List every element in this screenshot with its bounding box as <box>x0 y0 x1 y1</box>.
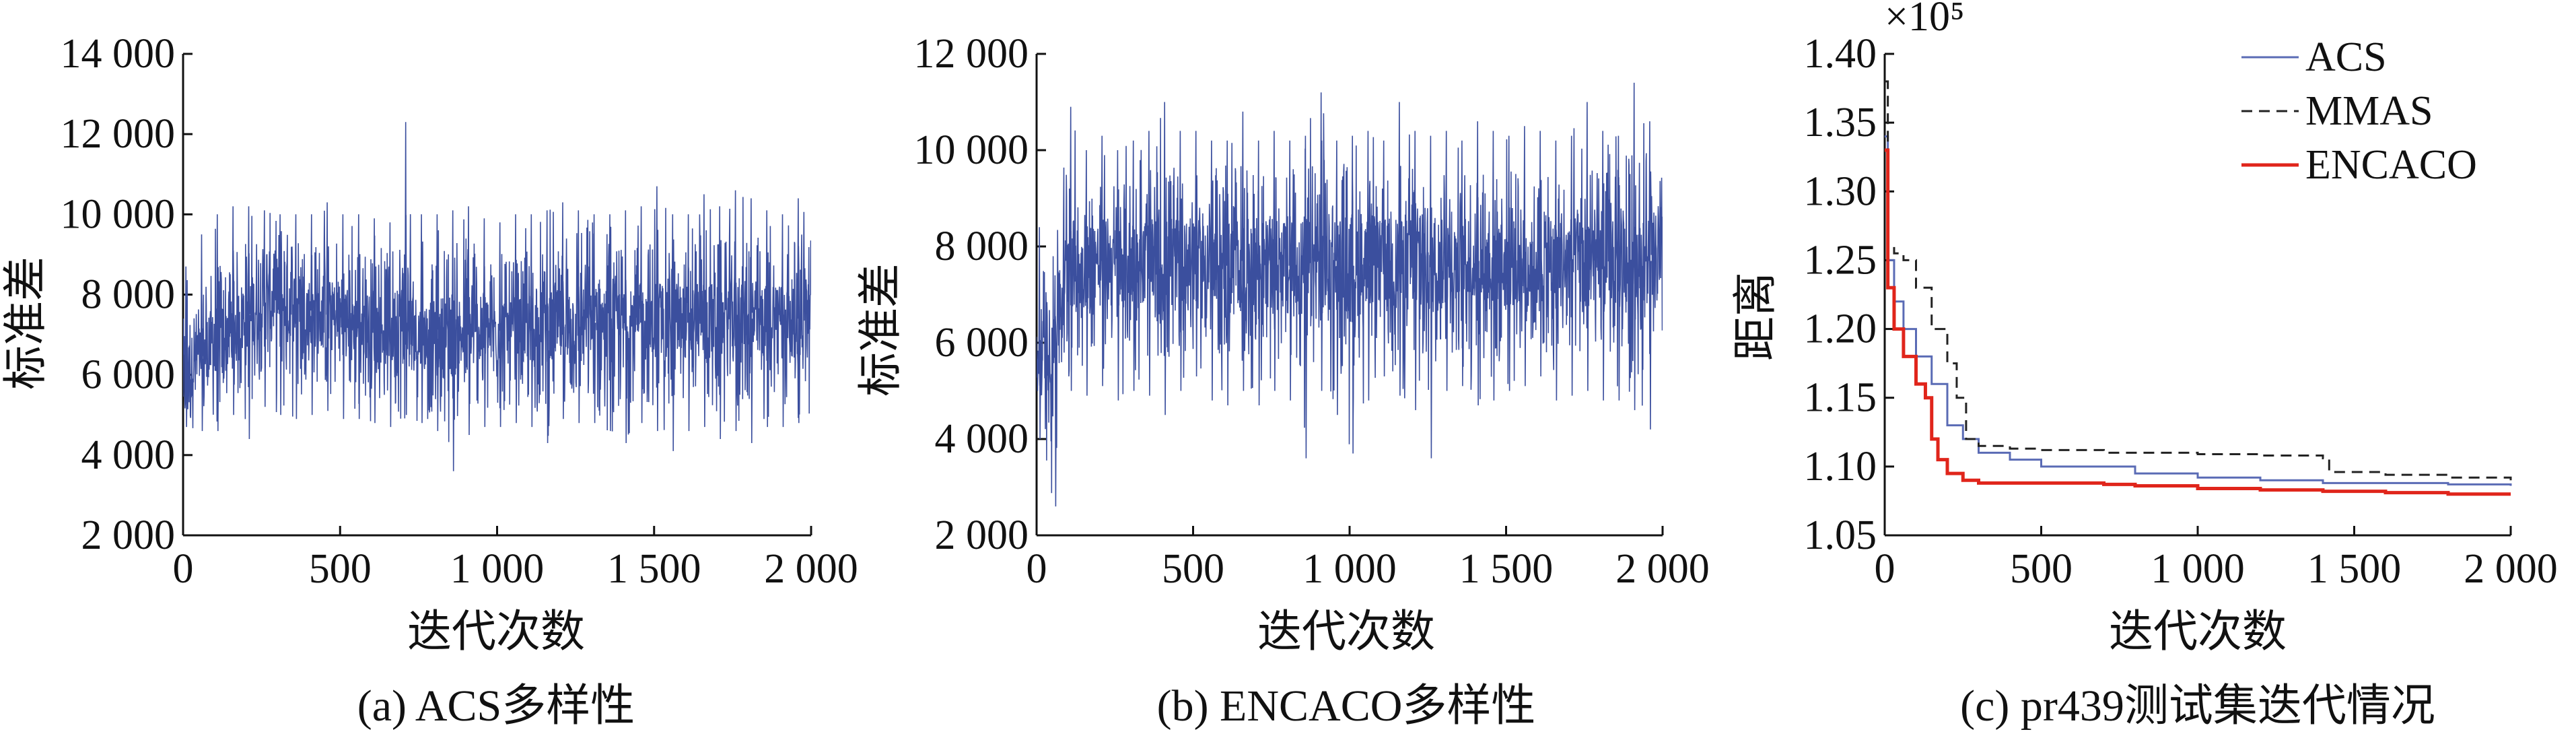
y-tick-label: 1.20 <box>1804 306 1877 352</box>
panel-c-caption: (c) pr439测试集迭代情况 <box>1960 681 2435 731</box>
series-line-mmas <box>1885 80 2512 481</box>
x-tick-label: 1 000 <box>2151 546 2245 592</box>
panel-a: 标准差 迭代次数 (a) ACS多样性 <box>1 257 635 731</box>
legend-label-acs: ACS <box>2305 34 2387 80</box>
y-tick-label: 4 000 <box>935 416 1029 462</box>
panel-b-ylabel: 标准差 <box>856 263 905 397</box>
panel-c-xlabel: 迭代次数 <box>2109 607 2287 657</box>
series-line-acs <box>1885 135 2512 486</box>
y-tick-label: 1.25 <box>1804 237 1877 283</box>
y-tick-label: 4 000 <box>81 432 176 478</box>
plot-a: 2 000 4 000 6 000 8 000 10 000 12 000 14 000 0 5… <box>61 31 858 592</box>
y-tick-label: 1.40 <box>1804 31 1877 77</box>
y-tick-label: 10 000 <box>61 191 176 237</box>
y-tick-label: 10 000 <box>914 127 1029 173</box>
y-tick-label: 2 000 <box>935 512 1029 558</box>
y-tick-label: 8 000 <box>81 272 176 318</box>
x-tick-label: 2 000 <box>764 546 858 592</box>
panel-a-xlabel: 迭代次数 <box>407 607 585 657</box>
series-line <box>1037 82 1663 507</box>
plot-c: 1.05 1.10 1.15 1.20 1.25 1.30 1.35 1.40 0 500 1 00… <box>1804 31 2558 592</box>
panel-b-xlabel: 迭代次数 <box>1257 607 1435 657</box>
y-tick-label: 12 000 <box>61 111 176 157</box>
x-tick-label: 1 500 <box>1459 546 1554 592</box>
panel-c: 距离 迭代次数 (c) pr439测试集迭代情况 ×10⁵ <box>1731 0 2435 731</box>
y-tick-label: 1.05 <box>1804 512 1877 558</box>
y-tick-label: 6 000 <box>935 320 1029 366</box>
y-tick-label: 1.10 <box>1804 444 1877 490</box>
panel-b-caption: (b) ENCACO多样性 <box>1157 681 1536 731</box>
x-tick-label: 0 <box>1026 546 1047 592</box>
y-tick-label: 14 000 <box>61 31 176 77</box>
plot-b: 2 000 4 000 6 000 8 000 10 000 12 000 0 500 1 00… <box>914 31 1710 592</box>
x-tick-label: 500 <box>2010 546 2073 592</box>
y-tick-label: 6 000 <box>81 352 176 398</box>
x-tick-label: 0 <box>1875 546 1895 592</box>
x-tick-label: 1 500 <box>2307 546 2402 592</box>
panel-a-caption: (a) ACS多样性 <box>357 681 635 731</box>
panel-b: 标准差 迭代次数 (b) ENCACO多样性 <box>856 263 1535 731</box>
x-tick-label: 2 000 <box>1615 546 1710 592</box>
x-tick-label: 1 000 <box>1302 546 1397 592</box>
x-tick-label: 0 <box>173 546 194 592</box>
legend-label-mmas: MMAS <box>2305 88 2433 134</box>
y-tick-label: 2 000 <box>81 512 176 558</box>
panel-c-scale-label: ×10⁵ <box>1885 0 1965 40</box>
y-tick-label: 1.15 <box>1804 375 1877 421</box>
x-tick-label: 500 <box>1162 546 1224 592</box>
legend-label-encaco: ENCACO <box>2305 142 2477 188</box>
x-tick-label: 2 000 <box>2464 546 2558 592</box>
panel-a-ylabel: 标准差 <box>1 257 50 390</box>
x-tick-label: 1 500 <box>607 546 701 592</box>
series-line-encaco <box>1885 148 2511 496</box>
y-tick-label: 8 000 <box>935 224 1029 269</box>
y-tick-label: 1.30 <box>1804 168 1877 214</box>
x-tick-label: 1 000 <box>450 546 545 592</box>
x-tick-label: 500 <box>309 546 372 592</box>
y-tick-label: 12 000 <box>914 31 1029 77</box>
y-tick-label: 1.35 <box>1804 100 1877 145</box>
panel-c-ylabel: 距离 <box>1731 272 1780 361</box>
series-line <box>183 122 811 471</box>
